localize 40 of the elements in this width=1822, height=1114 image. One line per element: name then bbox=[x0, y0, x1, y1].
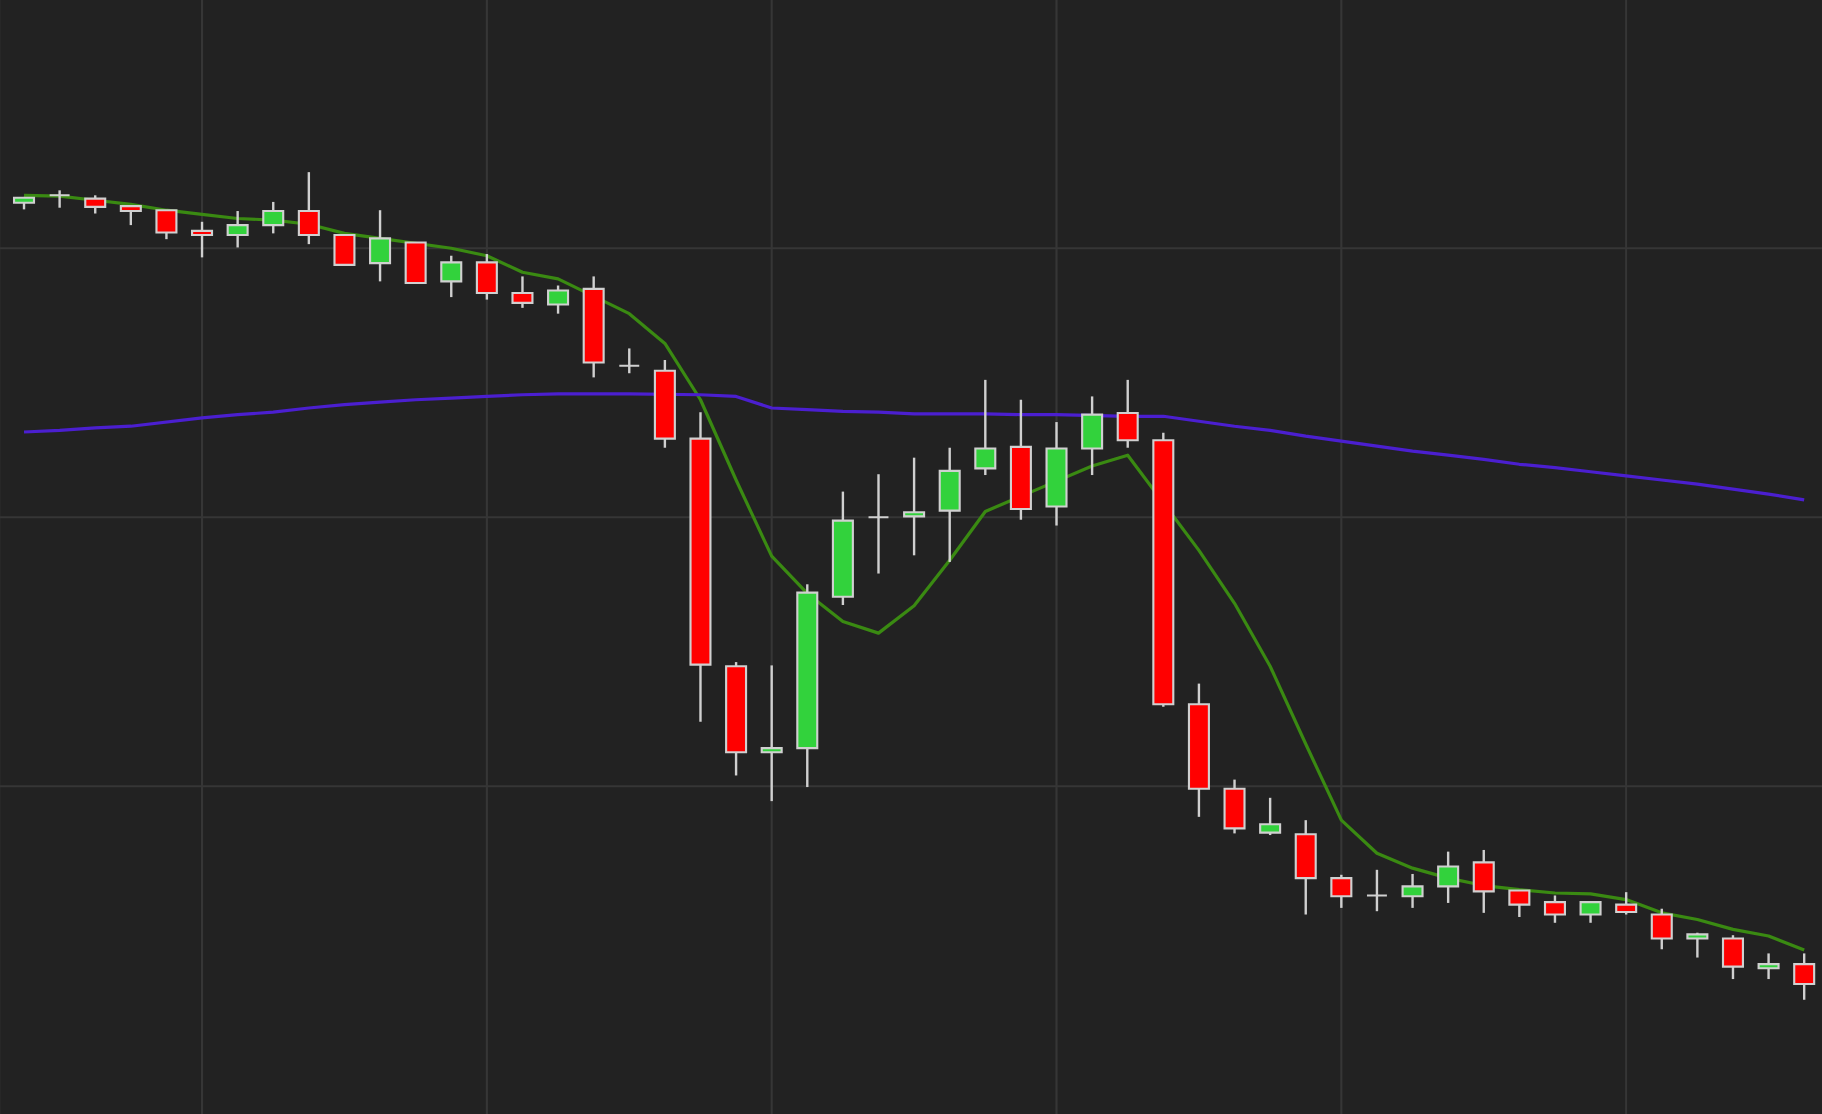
candlestick bbox=[369, 209, 392, 283]
candlestick bbox=[1579, 900, 1602, 924]
candlestick bbox=[511, 275, 534, 310]
candlestick bbox=[1365, 868, 1388, 913]
candlestick bbox=[475, 252, 498, 301]
candlestick bbox=[1472, 848, 1495, 915]
candlestick bbox=[1330, 873, 1353, 910]
candlestick bbox=[262, 200, 285, 235]
candlestick bbox=[1793, 952, 1816, 1001]
candlestick bbox=[404, 241, 427, 285]
candlestick bbox=[1401, 872, 1424, 910]
candlestick bbox=[618, 347, 641, 375]
candlestick bbox=[1223, 778, 1246, 835]
candlestick bbox=[226, 209, 249, 249]
candlestick bbox=[938, 446, 961, 564]
candlestick bbox=[1615, 890, 1638, 916]
candlestick bbox=[1081, 395, 1104, 477]
candlestick bbox=[1508, 889, 1531, 919]
candlestick bbox=[547, 284, 570, 315]
candlestick bbox=[333, 233, 356, 266]
candlestick bbox=[155, 209, 178, 241]
candlestick bbox=[297, 170, 320, 246]
candlestick bbox=[760, 664, 783, 803]
candlestick bbox=[903, 456, 926, 557]
candlestick bbox=[1259, 796, 1282, 837]
candlestick bbox=[1721, 934, 1745, 981]
candlestick bbox=[1757, 952, 1780, 981]
candlestick bbox=[974, 378, 997, 477]
candlestick bbox=[1686, 931, 1709, 959]
candlestick bbox=[1543, 894, 1566, 924]
candlestick bbox=[84, 194, 107, 215]
candlestick bbox=[1294, 818, 1317, 916]
candlestick bbox=[440, 254, 463, 299]
candlestick bbox=[191, 220, 214, 259]
candlestick bbox=[1116, 378, 1139, 449]
candlestick bbox=[1437, 850, 1460, 905]
candlestick bbox=[1650, 907, 1673, 951]
candlestick bbox=[119, 204, 142, 227]
candlestick bbox=[867, 473, 890, 575]
candlestick bbox=[48, 189, 71, 209]
